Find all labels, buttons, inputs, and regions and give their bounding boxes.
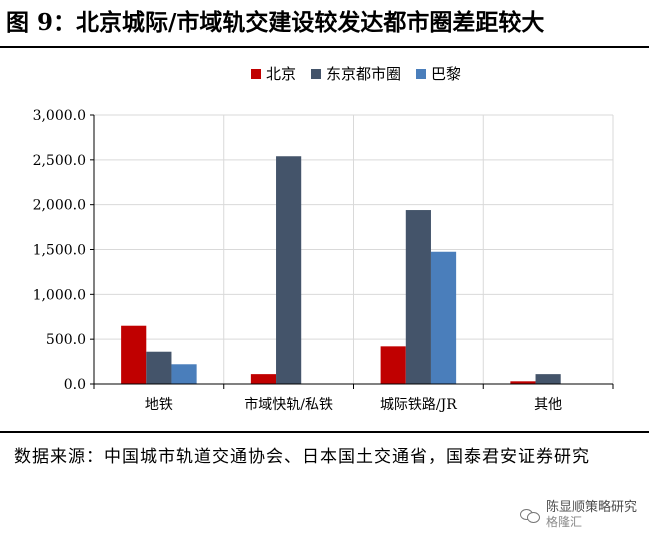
- bar: [121, 325, 147, 384]
- bar: [171, 364, 197, 384]
- source-rule: [0, 431, 649, 433]
- bar: [276, 156, 302, 384]
- grid: [94, 114, 614, 384]
- watermark-line1: 陈显顺策略研究: [545, 500, 637, 515]
- y-tick-label: 2,500.0: [33, 153, 86, 169]
- y-tick-label: 0.0: [64, 377, 86, 393]
- legend-swatch: [251, 69, 261, 79]
- x-axis: 地铁 市域快轨/私铁 城际铁路/JR 其他: [93, 383, 614, 413]
- x-tick-label: 城际铁路/JR: [380, 397, 457, 413]
- y-tick-label: 1,500.0: [33, 243, 86, 259]
- bars: [121, 156, 561, 384]
- legend-swatch: [416, 69, 426, 79]
- legend-swatch: [311, 69, 321, 79]
- y-tick-label: 1,000.0: [33, 287, 86, 303]
- x-tick-label: 其他: [534, 397, 562, 413]
- bar: [250, 374, 277, 384]
- x-tick-label: 市域快轨/私铁: [244, 396, 333, 413]
- legend-label: 北京: [266, 65, 296, 83]
- bar: [535, 374, 561, 384]
- watermark: 陈显顺策略研究 格隆汇: [519, 500, 637, 530]
- legend: 北京 东京都市圈 巴黎: [251, 65, 461, 83]
- title-rule: [0, 46, 649, 48]
- bar: [380, 346, 406, 384]
- legend-label: 巴黎: [431, 65, 461, 83]
- bar: [430, 251, 457, 384]
- bar: [146, 351, 172, 384]
- y-tick-label: 2,000.0: [33, 198, 86, 214]
- y-tick-label: 3,000.0: [33, 108, 86, 124]
- legend-label: 东京都市圈: [326, 65, 401, 83]
- y-axis: 0.0 500.0 1,000.0 1,500.0 2,000.0 2,500.0 3,00…: [33, 108, 95, 393]
- bar: [405, 210, 431, 384]
- bar: [510, 381, 536, 384]
- bar-chart: 北京 东京都市圈 巴黎 0.0 500.0 1,000.0 1,500.0 2,000.0 2…: [33, 65, 614, 413]
- y-tick-label: 500.0: [46, 332, 86, 348]
- wechat-icon: [519, 507, 540, 523]
- x-tick-label: 地铁: [145, 397, 173, 413]
- source-note: 数据来源：中国城市轨道交通协会、日本国土交通省，国泰君安证券研究: [14, 447, 590, 467]
- watermark-line2: 格隆汇: [545, 515, 582, 529]
- figure-title: 图 9：北京城际/市域轨交建设较发达都市圈差距较大: [6, 9, 545, 36]
